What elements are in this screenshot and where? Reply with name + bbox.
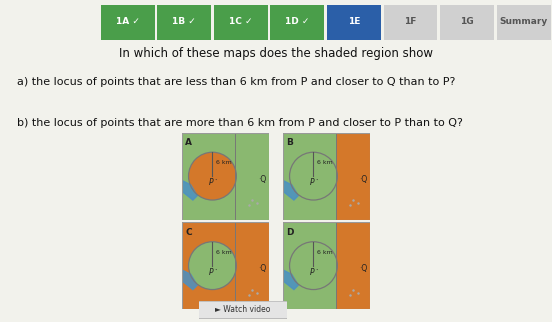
Circle shape — [290, 152, 337, 200]
Text: 6 km: 6 km — [216, 250, 231, 255]
Bar — [270, 5, 325, 40]
Text: P: P — [310, 178, 315, 187]
Circle shape — [189, 242, 236, 289]
Bar — [327, 5, 381, 40]
Bar — [214, 5, 268, 40]
Text: P: P — [209, 178, 214, 187]
Text: 1D ✓: 1D ✓ — [285, 17, 310, 26]
Bar — [336, 222, 370, 309]
Bar — [100, 5, 155, 40]
Text: ·Q: ·Q — [258, 264, 267, 273]
Text: b) the locus of points that are more than 6 km from P and closer to P than to Q?: b) the locus of points that are more tha… — [17, 118, 463, 128]
Circle shape — [189, 152, 236, 200]
Text: ·Q: ·Q — [258, 175, 267, 184]
Text: C: C — [185, 228, 192, 237]
Text: •: • — [215, 269, 217, 272]
Text: 6 km: 6 km — [216, 160, 231, 166]
Text: •: • — [215, 179, 217, 183]
Text: 1A ✓: 1A ✓ — [116, 17, 140, 26]
Bar — [384, 5, 438, 40]
Text: 6 km: 6 km — [317, 160, 332, 166]
Circle shape — [290, 242, 337, 289]
Text: B: B — [286, 138, 293, 147]
Text: 1C ✓: 1C ✓ — [229, 17, 253, 26]
Text: 1F: 1F — [405, 17, 417, 26]
Text: Summary: Summary — [500, 17, 548, 26]
Bar — [440, 5, 494, 40]
Text: ·Q: ·Q — [359, 175, 368, 184]
Text: 1G: 1G — [460, 17, 474, 26]
Polygon shape — [182, 180, 197, 200]
Bar — [497, 5, 551, 40]
Text: •: • — [316, 179, 318, 183]
Polygon shape — [182, 270, 197, 289]
Text: •: • — [316, 269, 318, 272]
Text: 6 km: 6 km — [317, 250, 332, 255]
Text: a) the locus of points that are less than 6 km from P and closer to Q than to P?: a) the locus of points that are less tha… — [17, 77, 455, 87]
Text: A: A — [185, 138, 192, 147]
Text: ► Watch video: ► Watch video — [215, 305, 270, 314]
Bar — [157, 5, 211, 40]
Text: D: D — [286, 228, 294, 237]
Polygon shape — [283, 270, 298, 289]
FancyBboxPatch shape — [196, 301, 290, 319]
Text: ·Q: ·Q — [359, 264, 368, 273]
Text: P: P — [209, 268, 214, 277]
Text: 1B ✓: 1B ✓ — [172, 17, 196, 26]
Polygon shape — [283, 180, 298, 200]
Bar — [336, 133, 370, 220]
Text: In which of these maps does the shaded region show: In which of these maps does the shaded r… — [119, 47, 433, 60]
Text: P: P — [310, 268, 315, 277]
Text: 1E: 1E — [348, 17, 360, 26]
